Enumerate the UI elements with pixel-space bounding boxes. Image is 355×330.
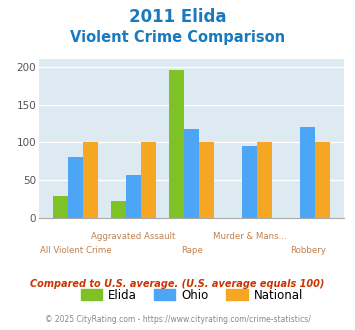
Bar	[111, 201, 126, 218]
Bar	[169, 70, 184, 218]
Bar	[83, 142, 98, 218]
Text: © 2025 CityRating.com - https://www.cityrating.com/crime-statistics/: © 2025 CityRating.com - https://www.city…	[45, 315, 310, 324]
Text: Murder & Mans...: Murder & Mans...	[213, 232, 286, 241]
Text: All Violent Crime: All Violent Crime	[40, 246, 111, 254]
Bar	[257, 142, 272, 218]
Bar	[315, 142, 331, 218]
Bar	[141, 142, 156, 218]
Text: Rape: Rape	[181, 246, 203, 254]
Text: 2011 Elida: 2011 Elida	[129, 8, 226, 26]
Text: Aggravated Assault: Aggravated Assault	[92, 232, 176, 241]
Bar	[53, 196, 68, 218]
Bar	[184, 129, 199, 218]
Bar	[242, 146, 257, 218]
Bar	[300, 126, 315, 218]
Text: Violent Crime Comparison: Violent Crime Comparison	[70, 30, 285, 45]
Bar	[199, 142, 214, 218]
Bar	[126, 175, 141, 218]
Text: Robbery: Robbery	[290, 246, 326, 254]
Bar	[68, 157, 83, 218]
Text: Compared to U.S. average. (U.S. average equals 100): Compared to U.S. average. (U.S. average …	[30, 279, 325, 289]
Legend: Elida, Ohio, National: Elida, Ohio, National	[76, 284, 308, 306]
